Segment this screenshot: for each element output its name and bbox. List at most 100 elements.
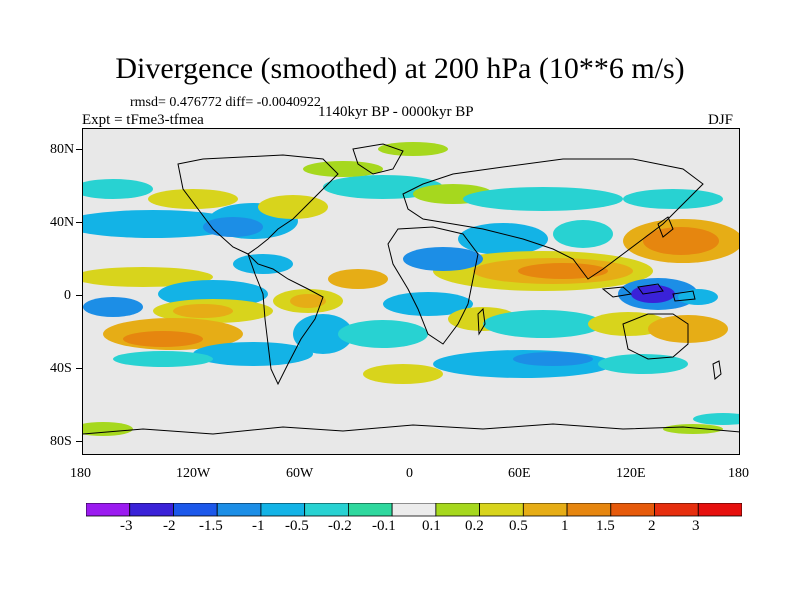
- field-patch: [293, 314, 353, 354]
- field-patch: [83, 297, 143, 317]
- field-patch: [458, 223, 548, 255]
- x-tick-label: 120E: [616, 466, 646, 481]
- new-zealand-coastline: [712, 360, 722, 380]
- field-patch: [403, 247, 483, 271]
- south-america-coastline: [247, 253, 324, 386]
- field-patch: [123, 331, 203, 347]
- field-patch: [553, 220, 613, 248]
- y-tick-label: 0: [64, 288, 71, 303]
- colorbar-label: 3: [692, 518, 700, 534]
- field-patch: [598, 354, 688, 374]
- y-tick-label: 80N: [50, 142, 75, 157]
- colorbar-box: [654, 502, 699, 517]
- field-patch: [378, 142, 448, 156]
- japan-coastline: [657, 216, 674, 238]
- field-patch: [83, 210, 243, 238]
- colorbar: [85, 502, 743, 522]
- colorbar-box: [173, 502, 218, 517]
- colorbar-box: [479, 502, 524, 517]
- field-patch: [203, 217, 263, 237]
- x-tick-label: 180: [728, 466, 749, 481]
- colorbar-label: 0.5: [509, 518, 528, 534]
- field-patch: [433, 350, 613, 378]
- x-tick-label: 120W: [176, 466, 211, 481]
- madagascar-coastline: [477, 307, 486, 336]
- y-tick-label: 40S: [50, 361, 72, 376]
- africa-coastline: [387, 226, 479, 345]
- colorbar-label: 0.2: [465, 518, 484, 534]
- field-patch: [233, 254, 293, 274]
- y-tick-label: 40N: [50, 215, 75, 230]
- x-tick-label: 60E: [508, 466, 531, 481]
- field-patch: [113, 351, 213, 367]
- season-label: DJF: [708, 112, 734, 128]
- colorbar-label: -0.5: [285, 518, 309, 534]
- field-patch: [193, 342, 313, 366]
- north-america-coastline: [177, 154, 339, 255]
- field-patch: [513, 352, 593, 366]
- field-patch: [173, 304, 233, 318]
- field-patch: [678, 289, 718, 305]
- island-coastline: [672, 290, 696, 302]
- x-tick-label: 180: [70, 466, 91, 481]
- island-coastline: [601, 286, 633, 298]
- colorbar-label: 0.1: [422, 518, 441, 534]
- field-patch: [83, 179, 153, 199]
- map-title: Divergence (smoothed) at 200 hPa (10**6 …: [115, 52, 685, 85]
- field-patch: [83, 267, 213, 287]
- field-patch: [463, 187, 623, 211]
- colorbar-box: [522, 502, 568, 517]
- map-svg: [83, 129, 739, 454]
- colorbar-box: [610, 502, 655, 517]
- colorbar-svg: [85, 502, 743, 517]
- map-panel: [82, 128, 740, 455]
- field-patch: [303, 161, 383, 177]
- eurasia-coastline: [402, 158, 704, 280]
- colorbar-box: [216, 502, 262, 517]
- colorbar-box: [304, 502, 349, 517]
- field-patch: [290, 294, 326, 308]
- field-patch: [623, 189, 723, 209]
- x-tick-label: 60W: [286, 466, 314, 481]
- antarctica-coastline: [83, 423, 739, 435]
- field-patch: [663, 424, 723, 434]
- colorbar-box: [85, 502, 131, 517]
- colorbar-label: -1.5: [199, 518, 223, 534]
- colorbar-label: 1: [561, 518, 569, 534]
- y-tick: [76, 295, 82, 296]
- field-patch: [338, 320, 428, 348]
- field-patch: [483, 310, 603, 338]
- colorbar-box: [129, 502, 174, 517]
- field-patch: [328, 269, 388, 289]
- colorbar-label: 1.5: [596, 518, 615, 534]
- field-patch: [383, 292, 473, 316]
- colorbar-label: 2: [648, 518, 656, 534]
- australia-coastline: [622, 313, 689, 360]
- colorbar-label: -0.1: [372, 518, 396, 534]
- colorbar-label: -1: [252, 518, 265, 534]
- colorbar-box: [391, 502, 437, 517]
- field-patch: [588, 312, 668, 336]
- island-coastline: [637, 283, 664, 295]
- field-patch: [363, 364, 443, 384]
- field-patch: [631, 285, 675, 303]
- colorbar-box: [697, 502, 743, 517]
- coastlines: [83, 143, 739, 435]
- y-tick: [76, 368, 82, 369]
- field-patch: [323, 175, 443, 199]
- field-patch: [643, 227, 719, 255]
- y-tick: [76, 441, 82, 442]
- stats-text: rmsd= 0.476772 diff= -0.0040922: [130, 95, 321, 110]
- colorbar-box: [435, 502, 480, 517]
- colorbar-label: -3: [120, 518, 133, 534]
- colorbar-label: -0.2: [328, 518, 352, 534]
- colorbar-box: [260, 502, 306, 517]
- field-patch: [518, 263, 608, 279]
- colorbar-label: -2: [163, 518, 176, 534]
- y-tick-label: 80S: [50, 434, 72, 449]
- colorbar-box: [566, 502, 612, 517]
- field-patches: [83, 142, 739, 436]
- field-patch: [148, 189, 238, 209]
- period-label: 1140kyr BP - 0000kyr BP: [318, 104, 474, 120]
- x-tick-label: 0: [406, 466, 413, 481]
